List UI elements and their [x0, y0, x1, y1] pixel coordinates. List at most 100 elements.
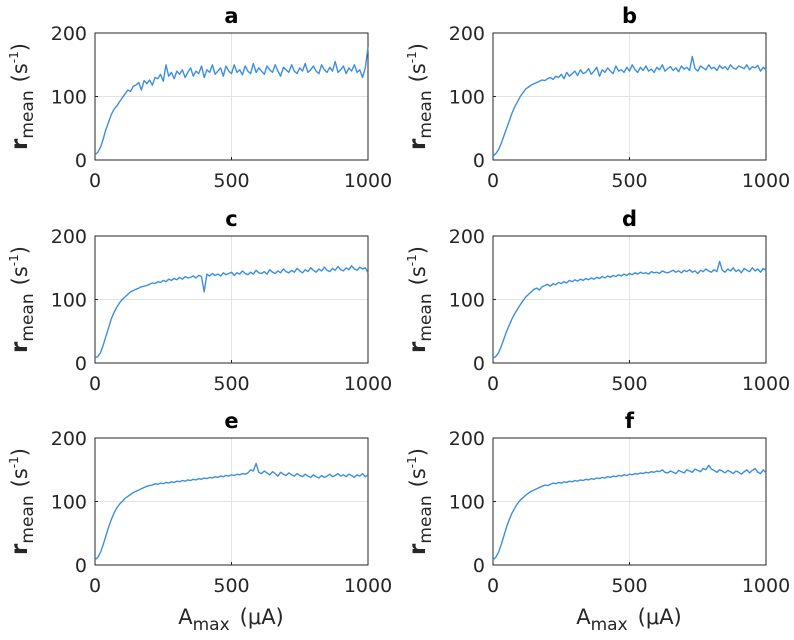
panel-f: 0 500 1000 0 100 200 f rmean (s-1) — [405, 409, 790, 597]
y-axis-label-unit-close: ) — [8, 43, 32, 51]
panel-b: 0 500 1000 0 100 200 b rmean (s-1) — [405, 4, 790, 192]
data-series-line — [94, 462, 369, 561]
y-tick-label: 200 — [51, 23, 87, 45]
y-axis-label-main: r — [405, 543, 431, 555]
y-axis-label-sup: -1 — [405, 254, 419, 266]
x-tick-label: 0 — [487, 373, 499, 395]
y-tick-label: 0 — [473, 555, 485, 577]
y-tick-label: 100 — [449, 492, 485, 514]
y-axis-label-unit-close: ) — [406, 246, 430, 254]
y-axis-label-unit-close: ) — [8, 246, 32, 254]
y-tick-label: 100 — [51, 87, 87, 109]
y-tick-label: 0 — [473, 150, 485, 172]
x-axis-label-sub: max — [193, 615, 230, 635]
y-tick-label: 0 — [75, 353, 87, 375]
y-axis-label-sup: -1 — [7, 254, 21, 266]
y-axis-label-unit-open: (s — [406, 468, 430, 487]
x-tick-label: 0 — [487, 170, 499, 192]
y-tick-label: 0 — [75, 150, 87, 172]
panel-title: d — [622, 207, 637, 231]
y-axis-label-main: r — [405, 341, 431, 353]
y-tick-label: 100 — [449, 290, 485, 312]
y-axis-label-sub: mean — [18, 90, 38, 138]
x-tick-label: 500 — [213, 373, 249, 395]
x-axis-label-main: A — [178, 605, 193, 629]
x-tick-label: 500 — [213, 575, 249, 597]
data-series-line — [94, 265, 369, 359]
y-axis-label-unit-open: (s — [406, 266, 430, 285]
y-axis-label-sub: mean — [416, 495, 436, 543]
x-tick-label: 0 — [89, 575, 101, 597]
x-tick-label: 0 — [89, 373, 101, 395]
y-axis-label-sup: -1 — [7, 51, 21, 63]
panel-d: 0 500 1000 0 100 200 d rmean (s-1) — [405, 207, 790, 395]
y-axis-label: rmean (s-1) — [7, 246, 38, 353]
y-axis-label-unit-close: ) — [406, 43, 430, 51]
y-tick-label: 200 — [449, 226, 485, 248]
x-axis-label-sub: max — [591, 615, 628, 635]
y-axis-label-sub: mean — [416, 90, 436, 138]
y-axis-label-unit-close: ) — [8, 448, 32, 456]
x-axis-label-left: Amax (μA) — [178, 605, 284, 635]
y-tick-label: 200 — [449, 23, 485, 45]
x-tick-label: 500 — [611, 575, 647, 597]
y-tick-label: 100 — [51, 290, 87, 312]
x-tick-label: 500 — [611, 170, 647, 192]
y-axis-label-unit-open: (s — [8, 468, 32, 487]
panel-title: a — [224, 4, 238, 28]
y-axis-label-main: r — [405, 138, 431, 150]
x-tick-label: 500 — [213, 170, 249, 192]
panel-title: e — [224, 409, 238, 433]
y-axis-label-main: r — [7, 138, 33, 150]
x-tick-label: 500 — [611, 373, 647, 395]
y-axis-label-sup: -1 — [405, 456, 419, 468]
x-tick-label: 1000 — [742, 575, 790, 597]
x-tick-label: 1000 — [344, 373, 392, 395]
x-axis-label-unit: (μA) — [240, 605, 284, 629]
panel-title: f — [625, 409, 635, 433]
x-tick-label: 1000 — [344, 170, 392, 192]
y-axis-label-unit-open: (s — [406, 63, 430, 82]
y-axis-label-unit-close: ) — [406, 448, 430, 456]
y-axis-label-main: r — [7, 543, 33, 555]
panel-a: 0 500 1000 0 100 200 a rmean (s-1) — [7, 4, 392, 192]
y-tick-label: 200 — [51, 428, 87, 450]
data-series-line — [492, 464, 767, 561]
y-axis-label: rmean (s-1) — [405, 448, 436, 555]
y-axis-label-unit-open: (s — [8, 63, 32, 82]
x-axis-label-right: Amax (μA) — [576, 605, 682, 635]
x-tick-label: 1000 — [344, 575, 392, 597]
data-series-line — [492, 55, 767, 157]
y-axis-label: rmean (s-1) — [405, 246, 436, 353]
y-axis-label: rmean (s-1) — [405, 43, 436, 150]
y-axis-label-sup: -1 — [405, 51, 419, 63]
y-axis-label-sub: mean — [18, 293, 38, 341]
y-axis-label: rmean (s-1) — [7, 43, 38, 150]
y-axis-label-sub: mean — [416, 293, 436, 341]
data-series-line — [94, 46, 369, 156]
y-axis-label-main: r — [7, 341, 33, 353]
y-axis-label: rmean (s-1) — [7, 448, 38, 555]
x-tick-label: 1000 — [742, 170, 790, 192]
y-tick-label: 200 — [51, 226, 87, 248]
x-axis-label-main: A — [576, 605, 591, 629]
y-axis-label-unit-open: (s — [8, 266, 32, 285]
y-tick-label: 0 — [473, 353, 485, 375]
x-tick-label: 0 — [487, 575, 499, 597]
panel-e: 0 500 1000 0 100 200 e rmean (s-1) — [7, 409, 392, 597]
x-tick-label: 0 — [89, 170, 101, 192]
panel-title: b — [622, 4, 637, 28]
panel-title: c — [225, 207, 237, 231]
y-tick-label: 100 — [51, 492, 87, 514]
y-axis-label-sup: -1 — [7, 456, 21, 468]
y-tick-label: 0 — [75, 555, 87, 577]
y-tick-label: 200 — [449, 428, 485, 450]
panel-c: 0 500 1000 0 100 200 c rmean (s-1) — [7, 207, 392, 395]
x-axis-label-unit: (μA) — [638, 605, 682, 629]
y-axis-label-sub: mean — [18, 495, 38, 543]
data-series-line — [492, 260, 767, 359]
x-tick-label: 1000 — [742, 373, 790, 395]
y-tick-label: 100 — [449, 87, 485, 109]
